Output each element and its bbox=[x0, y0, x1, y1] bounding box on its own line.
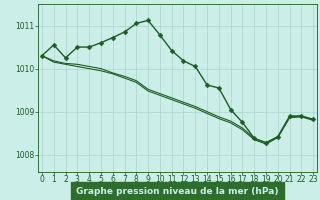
X-axis label: Graphe pression niveau de la mer (hPa): Graphe pression niveau de la mer (hPa) bbox=[76, 187, 279, 196]
